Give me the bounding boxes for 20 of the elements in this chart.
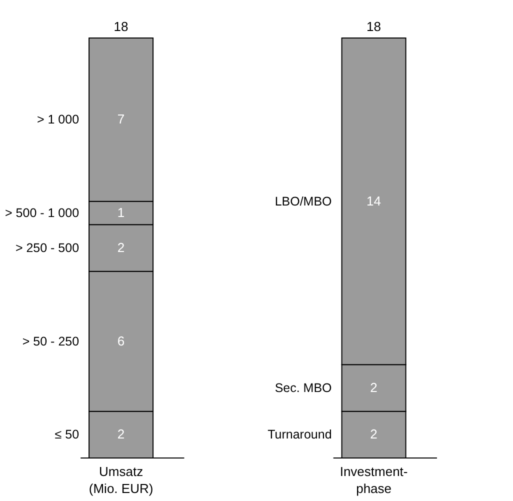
x-tick-label: Umsatz (Mio. EUR) [88, 464, 154, 496]
series-label: > 1 000 [36, 112, 80, 127]
total-label: 18 [366, 19, 382, 34]
data-label: 6 [117, 333, 125, 348]
series-label: ≤ 50 [54, 428, 80, 442]
data-label: 2 [117, 240, 125, 255]
data-label: 1 [117, 205, 125, 220]
series-label: > 500 - 1 000 [5, 206, 80, 220]
x-tick-label: Investment- phase [340, 464, 408, 496]
data-label: 2 [370, 380, 378, 395]
series-label: > 50 - 250 [22, 334, 80, 348]
series-label: LBO/MBO [274, 194, 332, 208]
data-label: 7 [117, 112, 125, 127]
total-label: 18 [114, 19, 128, 34]
series-label: > 250 - 500 [15, 241, 80, 255]
data-label: 14 [366, 193, 382, 208]
series-label: Sec. MBO [274, 381, 332, 395]
data-label: 2 [370, 426, 378, 442]
series-label: Turnaround [268, 428, 332, 442]
data-label: 2 [117, 426, 125, 442]
